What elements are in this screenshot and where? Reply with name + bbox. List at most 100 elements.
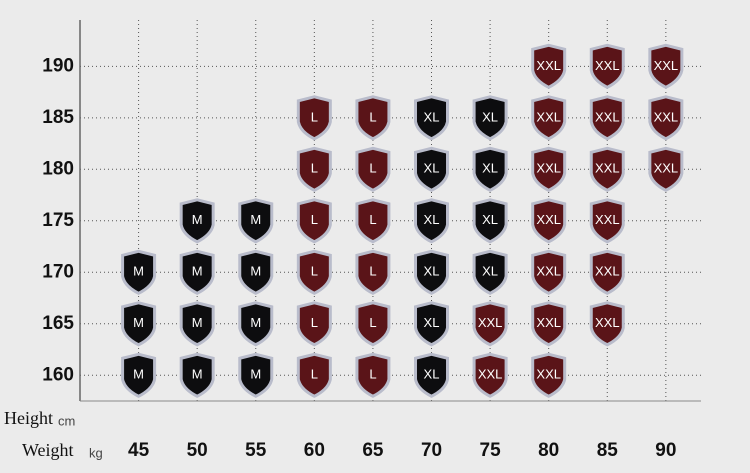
size-badge: M: [121, 301, 157, 347]
size-badge: XL: [414, 249, 450, 295]
badge-shape: [589, 43, 625, 90]
badge-label: XL: [482, 109, 498, 124]
size-badge: XXL: [531, 249, 567, 295]
badge-label: L: [311, 212, 318, 227]
y-tick-label: 175: [42, 210, 74, 231]
badge-shape: [589, 146, 625, 192]
badge-label: XL: [482, 264, 498, 279]
size-badge: M: [121, 352, 157, 398]
badge-label: XL: [482, 212, 498, 227]
x-tick-label: 75: [480, 440, 502, 461]
size-badge: M: [179, 352, 215, 398]
size-badge: M: [121, 249, 157, 295]
size-badge: L: [296, 352, 332, 398]
size-badge: XXL: [531, 146, 567, 192]
badge-label: XL: [424, 315, 440, 330]
badge-label: XXL: [536, 367, 561, 382]
size-badge: XXL: [589, 95, 625, 141]
badge-label: XXL: [536, 58, 561, 73]
size-badge: XXL: [589, 249, 625, 295]
badge-label: XL: [424, 109, 440, 124]
size-badge: XL: [472, 146, 508, 192]
badge-shape: [472, 146, 508, 192]
badge-label: XXL: [478, 315, 503, 330]
badge-label: L: [369, 109, 376, 124]
badge-shape: [238, 352, 274, 398]
badge-shape: [589, 249, 625, 295]
badge-shape: [472, 301, 508, 347]
badge-label: M: [250, 212, 261, 227]
size-badge: XXL: [472, 352, 508, 398]
badge-label: XXL: [536, 212, 561, 227]
size-badge: XXL: [589, 43, 625, 90]
size-badge: XXL: [531, 198, 567, 244]
size-badge: XXL: [531, 301, 567, 347]
badge-shape: [179, 198, 215, 244]
y-tick-label: 160: [42, 364, 74, 385]
size-badge: XL: [414, 301, 450, 347]
size-badge: L: [355, 95, 391, 141]
badge-shape: [531, 198, 567, 244]
badge-label: L: [311, 109, 318, 124]
badge-label: L: [369, 367, 376, 382]
badge-shape: [589, 301, 625, 347]
badge-shape: [589, 95, 625, 141]
size-badge: L: [296, 301, 332, 347]
y-axis-unit: cm: [58, 413, 75, 428]
y-tick-label: 165: [42, 313, 74, 334]
size-badge: XXL: [531, 43, 567, 90]
size-badge: L: [355, 301, 391, 347]
badge-label: XXL: [536, 109, 561, 124]
badge-shape: [296, 249, 332, 295]
size-badge: L: [355, 198, 391, 244]
size-badge: L: [355, 249, 391, 295]
size-badge: XXL: [531, 95, 567, 141]
badge-shape: [355, 301, 391, 347]
badge-shape: [589, 198, 625, 244]
size-badge: M: [238, 249, 274, 295]
x-tick-label: 80: [538, 440, 559, 461]
size-badge: L: [296, 146, 332, 192]
size-badge: M: [179, 249, 215, 295]
size-badge: XL: [472, 249, 508, 295]
badge-label: XXL: [536, 161, 561, 176]
badge-label: M: [192, 264, 203, 279]
badge-label: M: [133, 367, 144, 382]
badge-shape: [472, 249, 508, 295]
badge-label: XXL: [536, 264, 561, 279]
x-tick-label: 55: [245, 440, 267, 461]
badge-label: XXL: [595, 109, 620, 124]
x-axis-title: Weight: [22, 440, 74, 460]
badge-label: XL: [482, 161, 498, 176]
badge-shape: [179, 301, 215, 347]
badge-label: XL: [424, 367, 440, 382]
size-badge: XXL: [472, 301, 508, 347]
x-tick-label: 60: [304, 440, 325, 461]
x-tick-label: 90: [655, 440, 676, 461]
y-tick-label: 185: [42, 107, 74, 128]
x-tick-label: 65: [362, 440, 384, 461]
size-badge: L: [296, 249, 332, 295]
badge-shape: [355, 249, 391, 295]
badge-shape: [531, 249, 567, 295]
badge-shape: [531, 146, 567, 192]
badge-shape: [414, 198, 450, 244]
size-badge: XXL: [648, 43, 684, 90]
badge-shape: [296, 301, 332, 347]
badge-shape: [648, 43, 684, 90]
badge-label: XXL: [595, 58, 620, 73]
y-tick-label: 170: [42, 261, 74, 282]
badge-shape: [355, 352, 391, 398]
badge-shape: [238, 301, 274, 347]
size-badge: M: [238, 198, 274, 244]
size-badge: L: [296, 198, 332, 244]
badge-label: L: [311, 315, 318, 330]
badge-shape: [121, 301, 157, 347]
badge-label: M: [250, 264, 261, 279]
size-badge: XL: [414, 95, 450, 141]
y-axis-title: Height: [4, 408, 53, 428]
size-badge: XXL: [648, 146, 684, 192]
badge-label: XXL: [654, 109, 679, 124]
x-axis-unit: kg: [89, 445, 103, 460]
